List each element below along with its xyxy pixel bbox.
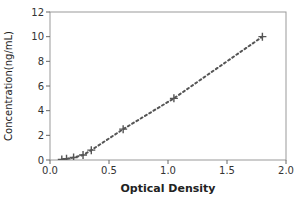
y-axis-label: Concentration(ng/mL) [3, 31, 14, 141]
y-tick [46, 61, 50, 62]
x-tick [286, 160, 287, 164]
y-tick-label: 12 [31, 7, 44, 18]
x-tick-label: 0.5 [101, 165, 117, 176]
y-tick-label: 10 [31, 31, 44, 42]
data-point [87, 146, 95, 154]
x-tick-label: 1.5 [219, 165, 235, 176]
y-tick [46, 135, 50, 136]
y-tick-label: 6 [38, 81, 44, 92]
x-tick [227, 160, 228, 164]
x-tick-label: 0.0 [42, 165, 58, 176]
y-tick-label: 2 [38, 130, 44, 141]
data-point [70, 154, 78, 160]
y-tick [46, 12, 50, 13]
data-line [62, 37, 263, 160]
x-tick [168, 160, 169, 164]
y-tick-label: 8 [38, 56, 44, 67]
x-axis-label: Optical Density [121, 182, 216, 195]
y-tick [46, 110, 50, 111]
y-tick-label: 0 [38, 155, 44, 166]
chart: 0.0 0.5 1.0 1.5 2.0 0 2 4 6 8 10 12 Optical Density C… [0, 0, 300, 200]
y-tick [46, 86, 50, 87]
plot-frame [50, 12, 286, 160]
data-point [119, 125, 127, 133]
x-tick-label: 2.0 [278, 165, 294, 176]
data-point [63, 155, 71, 160]
x-tick-label: 1.0 [160, 165, 176, 176]
plot-area [58, 33, 267, 160]
y-tick [46, 36, 50, 37]
data-point [258, 33, 266, 41]
chart-container: 0.0 0.5 1.0 1.5 2.0 0 2 4 6 8 10 12 Optical Density C… [0, 0, 300, 200]
x-tick [50, 160, 51, 164]
data-point [170, 94, 178, 102]
data-point [79, 151, 87, 159]
y-tick-label: 4 [38, 105, 44, 116]
x-tick [109, 160, 110, 164]
y-tick [46, 160, 50, 161]
